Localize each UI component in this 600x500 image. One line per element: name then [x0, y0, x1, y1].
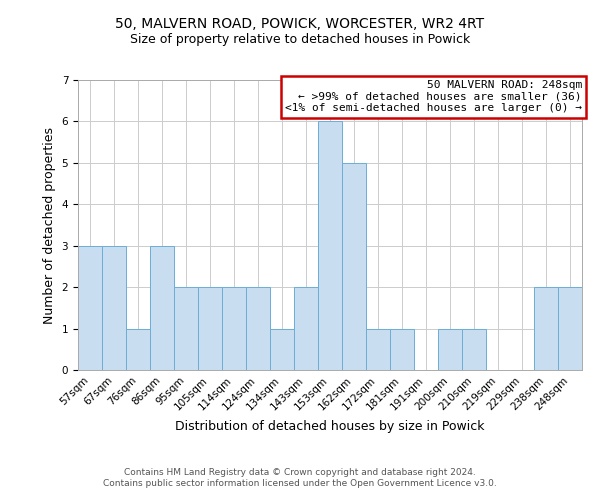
Bar	[462, 328, 486, 370]
Bar	[318, 122, 342, 370]
Bar	[150, 246, 174, 370]
Bar	[126, 328, 150, 370]
Text: Contains HM Land Registry data © Crown copyright and database right 2024.
Contai: Contains HM Land Registry data © Crown c…	[103, 468, 497, 487]
Bar	[78, 246, 102, 370]
Bar	[222, 287, 246, 370]
Bar	[534, 287, 558, 370]
Bar	[390, 328, 414, 370]
Text: 50 MALVERN ROAD: 248sqm
← >99% of detached houses are smaller (36)
<1% of semi-d: 50 MALVERN ROAD: 248sqm ← >99% of detach…	[285, 80, 582, 113]
Text: 50, MALVERN ROAD, POWICK, WORCESTER, WR2 4RT: 50, MALVERN ROAD, POWICK, WORCESTER, WR2…	[115, 18, 485, 32]
Bar	[294, 287, 318, 370]
Bar	[558, 287, 582, 370]
Bar	[174, 287, 198, 370]
Bar	[270, 328, 294, 370]
Bar	[102, 246, 126, 370]
X-axis label: Distribution of detached houses by size in Powick: Distribution of detached houses by size …	[175, 420, 485, 433]
Text: Size of property relative to detached houses in Powick: Size of property relative to detached ho…	[130, 32, 470, 46]
Bar	[246, 287, 270, 370]
Bar	[366, 328, 390, 370]
Bar	[438, 328, 462, 370]
Y-axis label: Number of detached properties: Number of detached properties	[43, 126, 56, 324]
Bar	[342, 163, 366, 370]
Bar	[198, 287, 222, 370]
